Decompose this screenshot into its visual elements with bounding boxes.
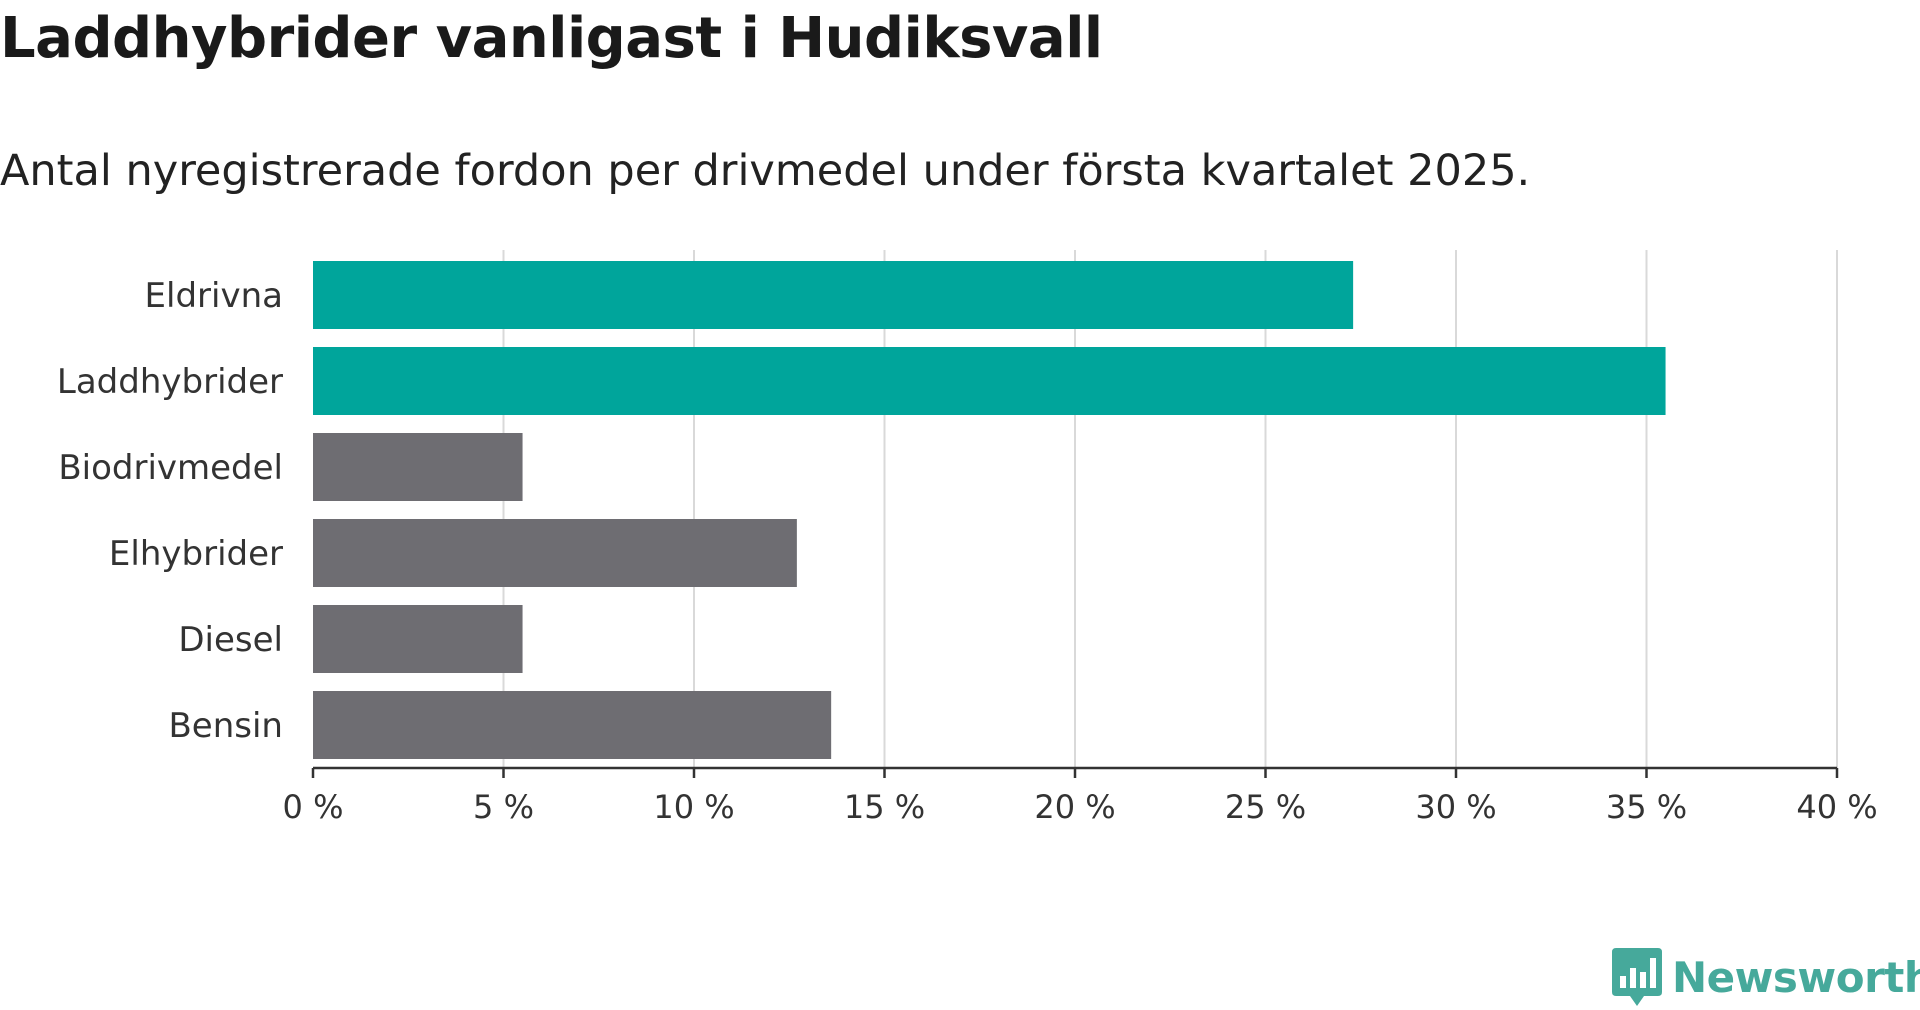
- x-tick-label-40: 40 %: [1796, 788, 1877, 826]
- newsworthy-logo: Newsworthy: [1612, 948, 1920, 1006]
- x-tick-label-30: 30 %: [1415, 788, 1496, 826]
- x-tick-label-25: 25 %: [1225, 788, 1306, 826]
- gridlines: [502, 250, 1838, 768]
- brand-name: Newsworthy: [1672, 952, 1920, 1002]
- x-tick-label-0: 0 %: [283, 788, 344, 826]
- x-tick-label-15: 15 %: [844, 788, 925, 826]
- chart-speech-bubble-icon: [1612, 948, 1662, 1006]
- category-label-biodrivmedel: Biodrivmedel: [58, 448, 283, 488]
- bar-elhybrider: [313, 519, 797, 587]
- category-label-eldrivna: Eldrivna: [145, 276, 283, 316]
- category-labels: Eldrivna Laddhybrider Biodrivmedel Elhybrid…: [57, 276, 283, 746]
- category-label-elhybrider: Elhybrider: [109, 534, 283, 574]
- x-tick-label-20: 20 %: [1034, 788, 1115, 826]
- bar-biodrivmedel: [313, 433, 523, 501]
- bar-laddhybrider: [313, 347, 1666, 415]
- x-tick-label-5: 5 %: [473, 788, 534, 826]
- chart-title: Laddhybrider vanligast i Hudiksvall: [0, 6, 1103, 71]
- x-tick-label-10: 10 %: [653, 788, 734, 826]
- bar-diesel: [313, 605, 523, 673]
- chart-subtitle: Antal nyregistrerade fordon per drivmede…: [0, 146, 1531, 196]
- bar-bensin: [313, 691, 832, 759]
- category-label-laddhybrider: Laddhybrider: [57, 362, 283, 402]
- x-axis: 0 % 5 % 10 % 15 % 20 % 25 % 30 % 35 % 40 %: [283, 766, 1878, 826]
- category-label-bensin: Bensin: [168, 706, 283, 746]
- bar-eldrivna: [313, 261, 1354, 329]
- x-tick-label-35: 35 %: [1606, 788, 1687, 826]
- category-label-diesel: Diesel: [178, 620, 283, 660]
- bars: [313, 261, 1666, 759]
